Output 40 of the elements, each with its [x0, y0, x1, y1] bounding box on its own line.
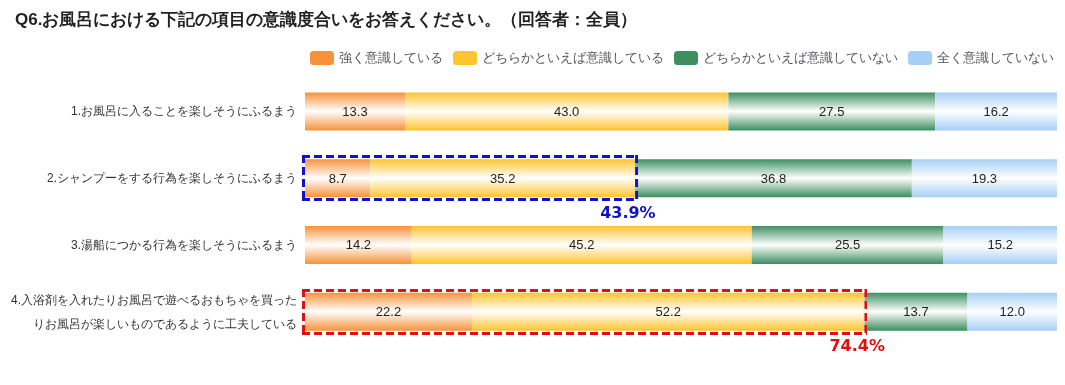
bar: [305, 92, 406, 131]
data-label: 12.0: [999, 304, 1025, 320]
bar: [305, 159, 371, 198]
bar: [911, 159, 1057, 198]
bar: [967, 292, 1057, 331]
y-tick-label: 2.シャンプーをする行為を楽しそうにふるまう: [46, 171, 297, 186]
legend-label: どちらかといえば意識していない: [703, 51, 898, 65]
bar: [864, 292, 968, 331]
y-tick-label: 4.入浴剤を入れたりお風呂で遊べるおもちゃを買ったりお風呂が楽しいものであるように工夫している: [10, 292, 297, 331]
data-label: 19.3: [971, 170, 998, 186]
bar: [405, 92, 729, 131]
data-label: 13.3: [342, 103, 368, 119]
annotation: 43.9%: [600, 202, 656, 222]
data-label: 14.2: [345, 237, 372, 253]
data-label: 43.0: [554, 103, 580, 119]
data-label: 15.2: [987, 237, 1013, 253]
y-tick-label: 3.湯船につかる行為を楽しそうにふるまう: [70, 237, 297, 252]
chart-title: Q6.お風呂における下記の項目の意識度合いをお答えください。（回答者：全員）: [15, 10, 638, 29]
legend-label: どちらかといえば意識している: [482, 51, 664, 65]
data-label: 52.2: [655, 304, 681, 320]
bar: [305, 225, 412, 264]
data-label: 35.2: [490, 170, 516, 186]
bar: [935, 92, 1057, 131]
legend-label: 全く意識していない: [937, 51, 1054, 65]
bar: [305, 292, 472, 331]
data-label: 16.2: [983, 103, 1009, 119]
data-label: 13.7: [903, 304, 929, 320]
y-tick-label: 1.お風呂に入ることを楽しそうにふるまう: [70, 104, 297, 119]
data-label: 8.7: [328, 170, 347, 186]
legend-label: 強く意識している: [339, 51, 443, 65]
data-label: 45.2: [569, 237, 595, 253]
data-label: 22.2: [375, 304, 402, 320]
bar: [751, 225, 944, 264]
data-label: 25.5: [834, 237, 861, 253]
bar: [728, 92, 936, 131]
bar: [943, 225, 1057, 264]
data-label: 36.8: [760, 170, 787, 186]
annotation: 74.4%: [829, 336, 885, 356]
data-label: 27.5: [819, 103, 845, 119]
bar: [411, 225, 752, 264]
